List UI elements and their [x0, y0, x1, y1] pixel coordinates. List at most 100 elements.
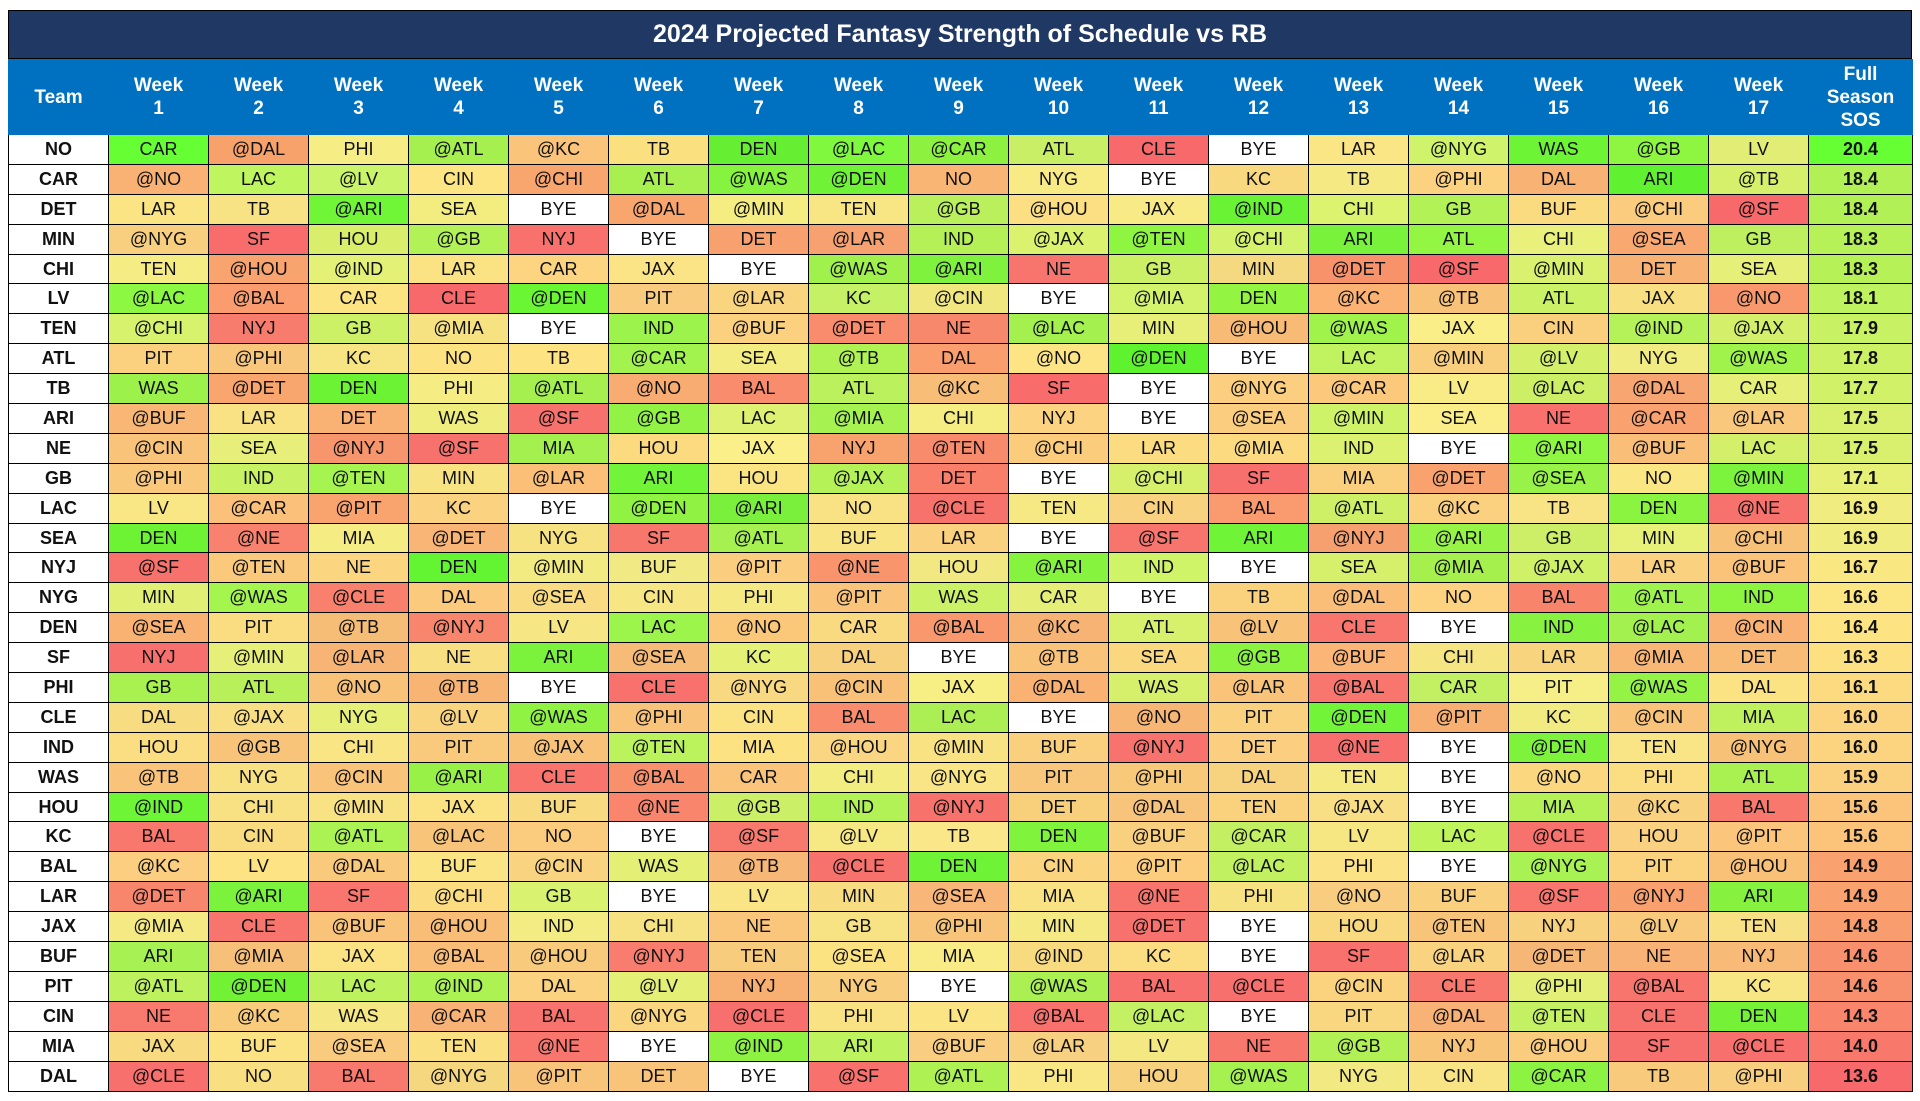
matchup-cell: @NE	[1108, 881, 1209, 913]
matchup-cell: @CIN	[308, 761, 409, 793]
matchup-cell: NYJ	[1508, 911, 1609, 943]
team-row: CLE DAL @JAX NYG @LV @WAS @PHI CIN BAL LAC BYE @NO P…	[8, 701, 1913, 733]
matchup-cell: NYG	[1308, 1060, 1409, 1092]
matchup-cell: CAR	[1008, 582, 1109, 614]
matchup-cell: BUF	[1508, 193, 1609, 225]
matchup-cell: @ARI	[1408, 522, 1509, 554]
team-name-cell: DET	[8, 193, 109, 225]
matchup-cell: @MIA	[408, 313, 509, 345]
matchup-cell: PHI	[1208, 881, 1309, 913]
team-name-cell: GB	[8, 462, 109, 494]
matchup-cell: @CAR	[1208, 821, 1309, 853]
header-week-word: Week	[733, 75, 784, 96]
matchup-cell: @DEN	[1308, 701, 1409, 733]
matchup-cell: BUF	[208, 1030, 309, 1062]
matchup-cell: CLE	[508, 761, 609, 793]
matchup-cell: SF	[1208, 462, 1309, 494]
bye-week-cell: BYE	[508, 313, 609, 345]
matchup-cell: @GB	[408, 223, 509, 255]
matchup-cell: NO	[408, 343, 509, 375]
matchup-cell: @DEN	[1108, 343, 1209, 375]
matchup-cell: @LAR	[1408, 941, 1509, 972]
matchup-cell: @SEA	[608, 642, 709, 674]
matchup-cell: SF	[608, 522, 709, 554]
matchup-cell: @CHI	[1008, 432, 1109, 464]
matchup-cell: SEA	[408, 193, 509, 225]
matchup-cell: PIT	[1008, 761, 1109, 793]
header-week-number: 16	[1647, 98, 1670, 119]
matchup-cell: TB	[1208, 582, 1309, 614]
matchup-cell: @ATL	[108, 970, 209, 1002]
matchup-cell: @TB	[1708, 163, 1809, 195]
header-week-number: 14	[1447, 98, 1470, 119]
matchup-cell: @HOU	[1508, 1030, 1609, 1062]
matchup-cell: @ATL	[1608, 582, 1709, 614]
matchup-cell: @CHI	[508, 163, 609, 195]
matchup-cell: ARI	[1608, 163, 1709, 195]
full-season-sos-cell: 18.3	[1808, 223, 1913, 255]
team-name-cell: ARI	[8, 403, 109, 434]
matchup-cell: @ARI	[208, 881, 309, 913]
matchup-cell: @PHI	[1708, 1060, 1809, 1092]
matchup-cell: GB	[808, 911, 909, 943]
matchup-cell: LV	[108, 492, 209, 524]
full-season-sos-cell: 16.4	[1808, 612, 1913, 644]
header-week-word: Week	[533, 75, 584, 96]
full-season-sos-cell: 14.9	[1808, 881, 1913, 913]
matchup-cell: @TB	[1408, 283, 1509, 315]
matchup-cell: @BUF	[308, 911, 409, 943]
full-season-sos-cell: 16.3	[1808, 642, 1913, 674]
matchup-cell: @HOU	[1708, 851, 1809, 883]
matchup-cell: DEN	[1008, 821, 1109, 853]
matchup-cell: DAL	[1708, 672, 1809, 703]
bye-week-cell: BYE	[1208, 552, 1309, 584]
matchup-cell: IND	[808, 791, 909, 823]
full-season-sos-cell: 18.4	[1808, 193, 1913, 225]
matchup-cell: @MIA	[108, 911, 209, 943]
matchup-cell: @CAR	[908, 134, 1009, 165]
matchup-cell: DEN	[1708, 1000, 1809, 1032]
matchup-cell: JAX	[1108, 193, 1209, 225]
matchup-cell: GB	[508, 881, 609, 913]
matchup-cell: SF	[308, 881, 409, 913]
matchup-cell: @SEA	[108, 612, 209, 644]
bye-week-cell: BYE	[1008, 283, 1109, 315]
team-name-cell: PIT	[8, 970, 109, 1002]
matchup-cell: NE	[1508, 403, 1609, 434]
matchup-cell: TEN	[708, 941, 809, 972]
header-week-3: Week 3	[308, 59, 409, 135]
matchup-cell: CLE	[208, 911, 309, 943]
matchup-cell: SF	[208, 223, 309, 255]
matchup-cell: @SEA	[1208, 403, 1309, 434]
team-row: NO CAR @DAL PHI @ATL @KC TB DEN @LAC @CAR ATL CLE BY…	[8, 134, 1913, 165]
matchup-cell: NYG	[808, 970, 909, 1002]
matchup-cell: @MIN	[1708, 462, 1809, 494]
matchup-cell: @DEN	[608, 492, 709, 524]
team-row: IND HOU @GB CHI PIT @JAX @TEN MIA @HOU @MIN BUF @NY…	[8, 731, 1913, 763]
matchup-cell: CHI	[208, 791, 309, 823]
team-row: CHI TEN @HOU @IND LAR CAR JAX BYE @WAS @ARI NE GB MI…	[8, 253, 1913, 285]
bye-week-cell: BYE	[1108, 373, 1209, 405]
matchup-cell: @BUF	[1708, 552, 1809, 584]
bye-week-cell: BYE	[1008, 701, 1109, 733]
bye-week-cell: BYE	[1108, 582, 1209, 614]
matchup-cell: @LV	[608, 970, 709, 1002]
matchup-cell: @LAR	[1008, 1030, 1109, 1062]
team-row: WAS @TB NYG @CIN @ARI CLE @BAL CAR CHI @NYG PIT @PH…	[8, 761, 1913, 793]
matchup-cell: @ARI	[1508, 432, 1609, 464]
team-row: BUF ARI @MIA JAX @BAL @HOU @NYJ TEN @SEA MIA @IND K…	[8, 941, 1913, 972]
matchup-cell: MIN	[1108, 313, 1209, 345]
bye-week-cell: BYE	[508, 492, 609, 524]
matchup-cell: BUF	[1408, 881, 1509, 913]
matchup-cell: JAX	[1408, 313, 1509, 345]
matchup-cell: @LAC	[1508, 373, 1609, 405]
matchup-cell: @TB	[708, 851, 809, 883]
matchup-cell: @KC	[1308, 283, 1409, 315]
matchup-cell: CIN	[1008, 851, 1109, 883]
matchup-cell: @WAS	[1308, 313, 1409, 345]
matchup-cell: @NYG	[1508, 851, 1609, 883]
header-week-number: 10	[1047, 98, 1070, 119]
header-sos-line2: SOS	[1840, 109, 1881, 131]
team-name-cell: TEN	[8, 313, 109, 345]
matchup-cell: @CIN	[1708, 612, 1809, 644]
